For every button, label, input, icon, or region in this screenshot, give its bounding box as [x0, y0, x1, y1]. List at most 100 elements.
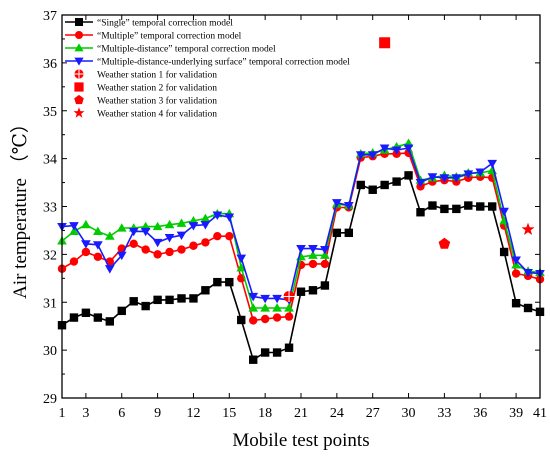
series-3	[57, 138, 545, 312]
x-tick-label: 36	[473, 406, 487, 421]
y-tick-label: 37	[43, 9, 57, 24]
data-point	[249, 355, 258, 364]
x-tick-label: 33	[437, 406, 451, 421]
legend-marker	[74, 94, 84, 105]
data-point	[332, 228, 342, 238]
data-point	[499, 247, 509, 257]
x-tick-label: 18	[258, 406, 272, 421]
data-point	[248, 303, 259, 312]
data-point	[308, 286, 318, 295]
data-point	[93, 226, 103, 235]
legend-item: “Single” temporal correction model	[65, 18, 233, 29]
data-point	[164, 234, 175, 243]
data-point	[189, 241, 198, 250]
data-point	[140, 227, 151, 237]
data-point	[523, 303, 533, 313]
y-tick-label: 35	[43, 105, 57, 120]
data-point	[463, 170, 474, 179]
y-tick-label: 32	[43, 248, 57, 263]
data-point	[141, 301, 150, 311]
data-point	[476, 202, 485, 211]
legend-item: Weather station 3 for validation	[74, 94, 217, 107]
legend-marker	[75, 18, 83, 26]
data-point	[320, 250, 330, 259]
data-point	[511, 299, 521, 308]
series-6	[379, 37, 391, 49]
x-tick-label: 30	[402, 406, 416, 421]
data-point	[81, 219, 91, 229]
x-tick-label: 27	[366, 406, 380, 421]
data-point	[367, 151, 378, 160]
y-tick-label: 36	[43, 57, 57, 72]
data-point	[165, 247, 174, 257]
series-5	[283, 291, 295, 303]
data-point	[164, 219, 175, 229]
legend-label: “Multiple-distance” temporal correction …	[97, 45, 276, 55]
data-point	[320, 246, 330, 255]
legend-marker	[74, 69, 84, 79]
data-point	[237, 315, 246, 325]
data-point	[69, 222, 79, 231]
data-point	[249, 316, 258, 325]
data-point	[200, 213, 211, 223]
data-point	[427, 173, 438, 182]
data-point	[511, 269, 521, 278]
legend-label: “Multiple-distance-underlying surface” t…	[97, 57, 350, 68]
plot-frame	[61, 14, 541, 399]
data-point	[511, 256, 521, 265]
data-point	[176, 218, 187, 227]
data-point	[487, 159, 498, 169]
legend-item: “Multiple-distance-underlying surface” t…	[65, 57, 350, 68]
data-point	[332, 199, 342, 208]
data-point	[320, 281, 330, 290]
data-point	[236, 262, 247, 272]
x-tick-label: 6	[118, 406, 125, 421]
data-point	[379, 144, 390, 153]
data-point	[81, 308, 91, 317]
data-point	[272, 294, 282, 304]
data-point	[296, 287, 306, 296]
data-point	[272, 313, 282, 322]
data-point	[81, 247, 91, 257]
legend-marker	[74, 82, 84, 92]
data-point	[451, 174, 462, 183]
data-point	[440, 204, 449, 214]
data-point	[343, 201, 354, 211]
series-4	[57, 144, 545, 305]
legend-item: “Multiple” temporal correction model	[65, 31, 242, 42]
data-point	[176, 231, 187, 241]
data-point	[260, 303, 270, 312]
y-tick-label: 31	[43, 296, 57, 311]
data-point	[225, 277, 234, 287]
data-point	[428, 201, 437, 210]
data-point	[189, 294, 198, 303]
data-point	[308, 245, 318, 254]
data-point	[368, 185, 377, 194]
data-point	[69, 257, 79, 266]
data-point	[391, 146, 402, 155]
data-point	[116, 251, 127, 261]
plot-series	[57, 37, 545, 364]
x-tick-label: 21	[294, 406, 308, 421]
data-point	[201, 286, 210, 295]
y-tick-label: 29	[43, 392, 57, 407]
data-point	[499, 207, 509, 217]
x-tick-label: 1	[59, 406, 66, 421]
x-axis-title: Mobile test points	[232, 430, 369, 451]
data-point	[284, 303, 294, 312]
data-point	[260, 314, 270, 324]
data-point	[452, 204, 461, 214]
legend-marker	[75, 31, 83, 39]
data-point	[212, 211, 223, 220]
legend-label: Weather station 2 for validation	[97, 83, 217, 94]
data-point	[128, 227, 139, 237]
data-point	[117, 306, 126, 316]
x-tick-label: 24	[330, 406, 344, 421]
data-point	[355, 151, 366, 160]
data-point	[248, 292, 259, 302]
x-tick-label: 9	[154, 406, 161, 421]
legend-label: Weather station 1 for validation	[97, 70, 217, 81]
station-point	[379, 37, 391, 49]
data-point	[475, 168, 486, 177]
